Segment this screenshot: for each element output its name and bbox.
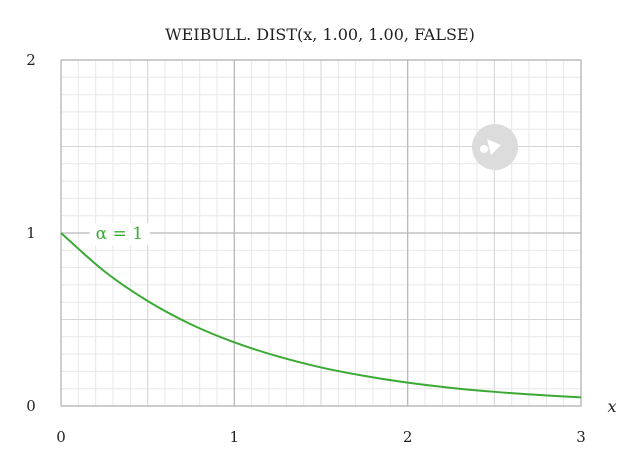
y-tick-label: 1	[26, 224, 36, 242]
x-tick-label: 1	[230, 428, 240, 446]
x-tick-label: 0	[56, 428, 66, 446]
series-line	[60, 232, 582, 399]
series-label-background	[89, 223, 150, 245]
y-tick-label: 0	[26, 397, 36, 415]
geogebra-logo-icon	[472, 124, 518, 170]
y-axis-ticks: 0 1 2	[26, 51, 36, 415]
series-layer: α = 1	[60, 223, 582, 399]
x-tick-label: 2	[403, 428, 413, 446]
series-label: α = 1	[96, 224, 143, 244]
y-tick-label: 2	[26, 51, 36, 69]
x-axis-ticks: 0 1 2 3	[56, 428, 586, 446]
x-tick-label: 3	[576, 428, 586, 446]
chart-title: WEIBULL. DIST(x, 1.00, 1.00, FALSE)	[165, 25, 475, 44]
x-axis-label: x	[607, 397, 616, 416]
